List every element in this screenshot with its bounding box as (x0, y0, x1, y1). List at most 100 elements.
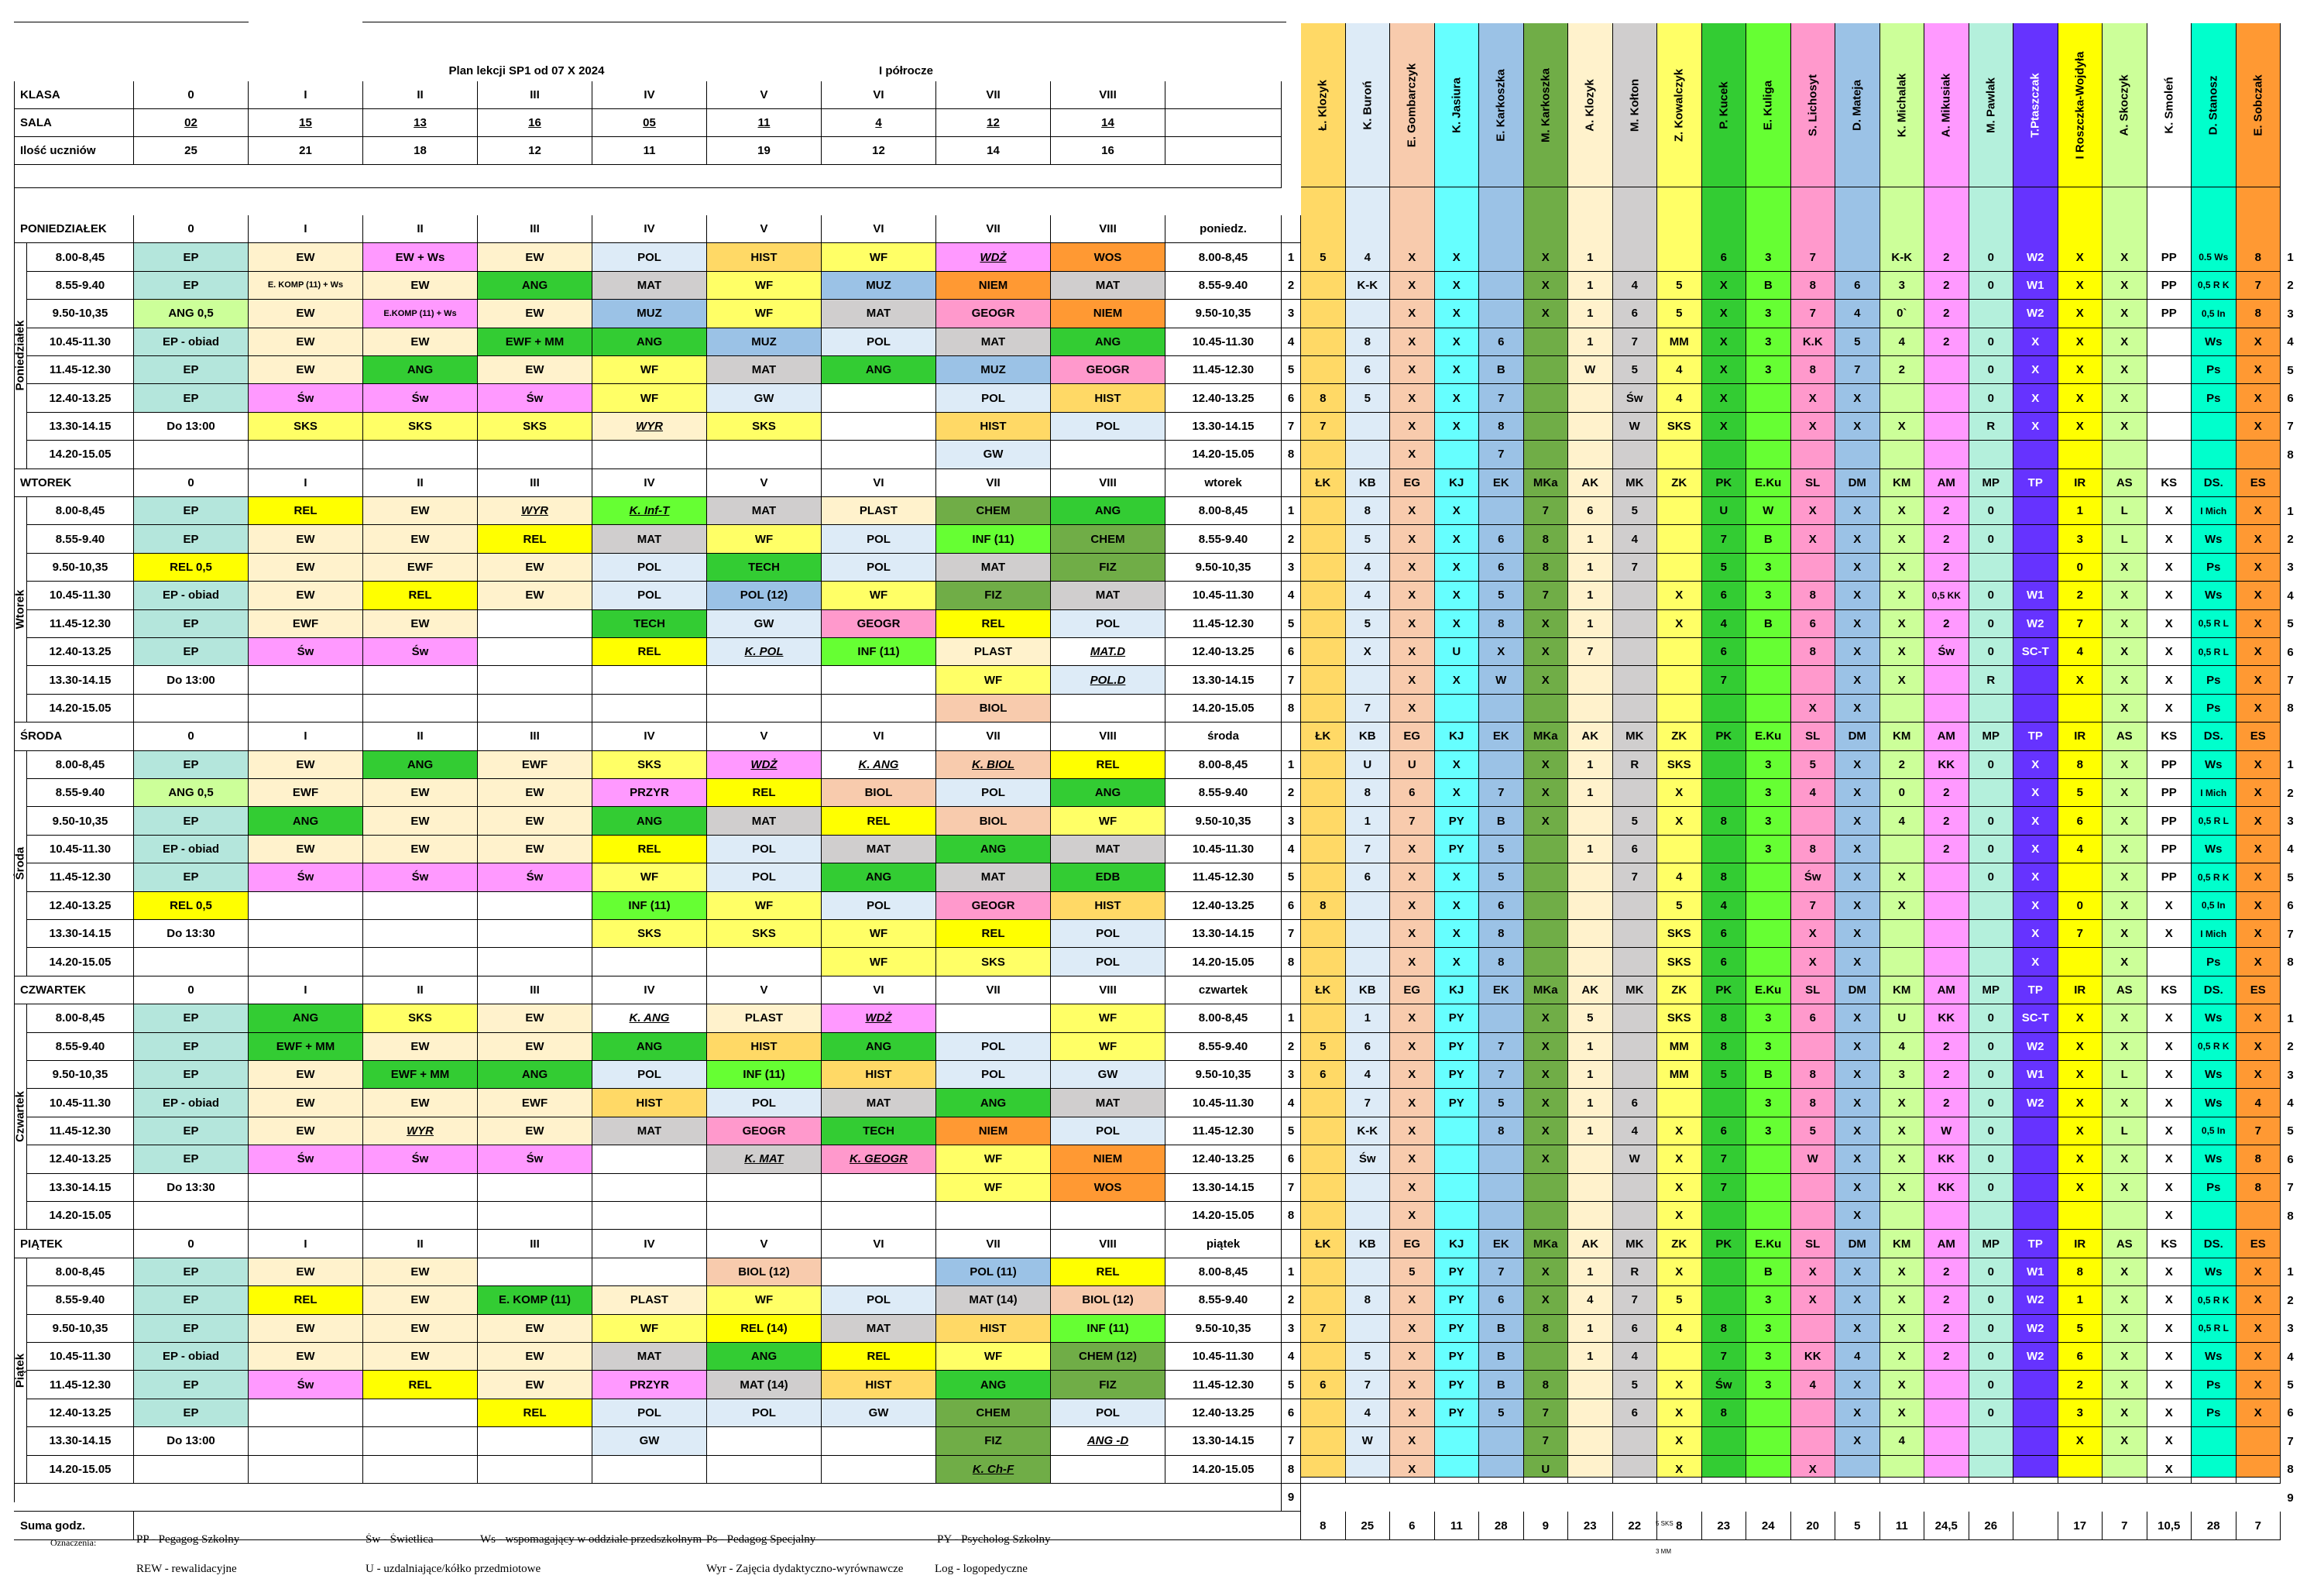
teacher-cell: 0 (1969, 497, 2013, 526)
lesson-cell (478, 1258, 592, 1287)
lesson-cell: POL (707, 863, 822, 892)
teacher-cell: 5 (1701, 1061, 1746, 1090)
teacher-cell: B (1746, 609, 1791, 638)
teacher-name-header: A. Skoczyk (2103, 23, 2147, 187)
teacher-cell: X (1523, 1286, 1568, 1315)
teacher-cell: 3 (1746, 779, 1791, 808)
teacher-cell: W2 (2013, 609, 2058, 638)
lesson-cell: ANG (1051, 328, 1165, 356)
teacher-cell: Św (1924, 638, 1969, 667)
header-empty (1165, 81, 1282, 109)
lesson-cell: Do 13:00 (134, 412, 249, 441)
teacher-cell: PY (1434, 1258, 1479, 1287)
lesson-cell: K. POL (707, 638, 822, 667)
teacher-cell: KK (1924, 750, 1969, 779)
teacher-cell: X (2058, 300, 2103, 328)
teacher-cell (1523, 835, 1568, 864)
teacher-cell: SKS (1657, 948, 1702, 976)
suma-empty (134, 1512, 1301, 1540)
teacher-abbr: EG (1390, 1230, 1435, 1258)
teacher-cell (1301, 1455, 1346, 1484)
teacher-cell: X (1434, 384, 1479, 413)
lesson-number: 7 (1282, 1173, 1301, 1202)
lesson-cell: EW (249, 328, 363, 356)
teacher-cell: 4 (1657, 863, 1702, 892)
teacher-cell (1879, 384, 1924, 413)
teacher-cell (1345, 948, 1390, 976)
lesson-cell: HIST (592, 1089, 707, 1117)
lesson-cell (707, 694, 822, 723)
teacher-cell: 7 (1790, 300, 1835, 328)
teacher-cell: W (1790, 1145, 1835, 1174)
lesson-time: 9.50-10,35 (27, 1314, 134, 1343)
lesson-time-right: 13.30-14.15 (1165, 920, 1282, 949)
teacher-abbr: AK (1568, 1230, 1613, 1258)
teacher-abbr: AK (1568, 722, 1613, 751)
lesson-time-right: 13.30-14.15 (1165, 1427, 1282, 1456)
lesson-number-right: 4 (2287, 843, 2294, 856)
teacher-cell: 0 (1969, 1399, 2013, 1428)
teacher-cell (1479, 694, 1524, 723)
teacher-cell: 3 (1746, 1032, 1791, 1061)
lesson-time-right: 10.45-11.30 (1165, 582, 1282, 610)
teacher-cell: I Mich (2192, 497, 2236, 526)
teacher-cell (1434, 1427, 1479, 1456)
class-header: VI (822, 722, 936, 751)
teacher-cell: K-K (1879, 243, 1924, 272)
teacher-cell: W (1924, 1117, 1969, 1146)
lesson-cell: REL (936, 609, 1051, 638)
teacher-cell: X (1657, 1258, 1702, 1287)
lesson-cell: EW (478, 1371, 592, 1399)
lesson-cell: EW (478, 807, 592, 836)
lesson-time: 8.55-9.40 (27, 271, 134, 300)
teacher-cell: 1 (1568, 1314, 1613, 1343)
lesson-cell: BIOL (936, 694, 1051, 723)
legend-item: Ps - Pedagog Specjalny (706, 1533, 816, 1546)
teacher-name: M. Pawlak (1984, 77, 1998, 133)
teacher-cell: X (1701, 300, 1746, 328)
lesson-cell: SKS (478, 412, 592, 441)
teacher-cell (1301, 609, 1346, 638)
teacher-name: A. Skoczyk (2117, 74, 2131, 136)
teacher-cell: 0 (1969, 384, 2013, 413)
lesson-cell (822, 412, 936, 441)
teacher-cell (1924, 891, 1969, 920)
teacher-cell: 3 (1746, 750, 1791, 779)
teacher-cell: X (1390, 1427, 1435, 1456)
lesson-cell: HIST (822, 1061, 936, 1090)
teacher-cell: 4 (1657, 384, 1702, 413)
lesson-cell: GW (707, 609, 822, 638)
teacher-cell: 3 (2058, 1399, 2103, 1428)
teacher-cell: 8 (1345, 1286, 1390, 1315)
class-header: V (707, 215, 822, 244)
teacher-cell: X (2058, 1145, 2103, 1174)
teacher-cell (1879, 948, 1924, 976)
lesson-cell: Św (363, 863, 478, 892)
teacher-cell: X (1390, 920, 1435, 949)
teacher-cell: 8 (1345, 328, 1390, 356)
lesson-cell: PLAST (822, 497, 936, 526)
lesson-number-right: 1 (2287, 1265, 2294, 1279)
lesson-time: 12.40-13.25 (27, 384, 134, 413)
lesson-time: 8.55-9.40 (27, 1032, 134, 1061)
teacher-cell: 7 (1612, 1286, 1657, 1315)
teacher-cell: SKS (1657, 750, 1702, 779)
teacher-cell (1612, 1173, 1657, 1202)
teacher-cell: Ps (2192, 1399, 2236, 1428)
teacher-cell (2013, 1173, 2058, 1202)
lesson-cell: Św (478, 1145, 592, 1174)
teacher-cell: X (1390, 328, 1435, 356)
lesson-cell: BIOL (822, 779, 936, 808)
teacher-cell (2058, 948, 2103, 976)
lesson-time-right: 12.40-13.25 (1165, 891, 1282, 920)
teacher-cell: 7 (1612, 553, 1657, 582)
teacher-cell (1523, 1202, 1568, 1230)
teacher-cell: X (1657, 582, 1702, 610)
lesson-cell (822, 441, 936, 469)
teacher-cell (1657, 441, 1702, 469)
teacher-cell: U (1879, 1004, 1924, 1033)
teacher-cell (2013, 441, 2058, 469)
teacher-name: D. Stanosz (2206, 75, 2220, 135)
teacher-cell (2192, 1427, 2236, 1456)
teacher-cell: X (1835, 1427, 1880, 1456)
